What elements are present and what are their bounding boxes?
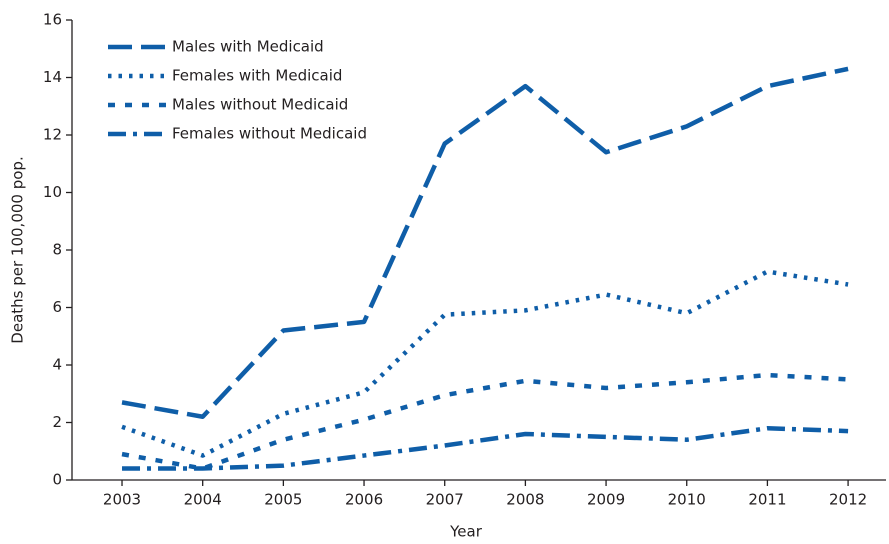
y-tick-label: 14 xyxy=(43,68,62,86)
legend-label: Females with Medicaid xyxy=(172,67,342,85)
x-tick-label: 2009 xyxy=(587,491,625,509)
y-tick-label: 10 xyxy=(43,183,62,201)
x-tick-label: 2007 xyxy=(426,491,464,509)
series-line xyxy=(121,372,849,471)
x-axis-label: Year xyxy=(449,523,483,541)
y-tick-label: 6 xyxy=(52,298,62,316)
x-tick-label: 2012 xyxy=(829,491,867,509)
legend-label: Females without Medicaid xyxy=(172,125,367,143)
series-line xyxy=(121,66,849,419)
y-tick-label: 0 xyxy=(52,471,62,489)
x-tick-label: 2006 xyxy=(345,491,383,509)
y-tick-label: 8 xyxy=(52,241,62,259)
series-line xyxy=(121,269,849,458)
legend-label: Males with Medicaid xyxy=(172,38,324,56)
y-tick-label: 2 xyxy=(52,413,62,431)
x-tick-label: 2005 xyxy=(264,491,302,509)
legend-label: Males without Medicaid xyxy=(172,96,348,114)
y-tick-label: 12 xyxy=(43,126,62,144)
x-tick-label: 2011 xyxy=(748,491,786,509)
y-tick-label: 16 xyxy=(43,11,62,29)
y-axis-label: Deaths per 100,000 pop. xyxy=(9,156,27,343)
y-tick-label: 4 xyxy=(52,356,62,374)
x-tick-label: 2003 xyxy=(103,491,141,509)
series-line xyxy=(122,426,849,471)
x-tick-label: 2004 xyxy=(184,491,222,509)
x-tick-label: 2010 xyxy=(668,491,706,509)
x-tick-label: 2008 xyxy=(506,491,544,509)
